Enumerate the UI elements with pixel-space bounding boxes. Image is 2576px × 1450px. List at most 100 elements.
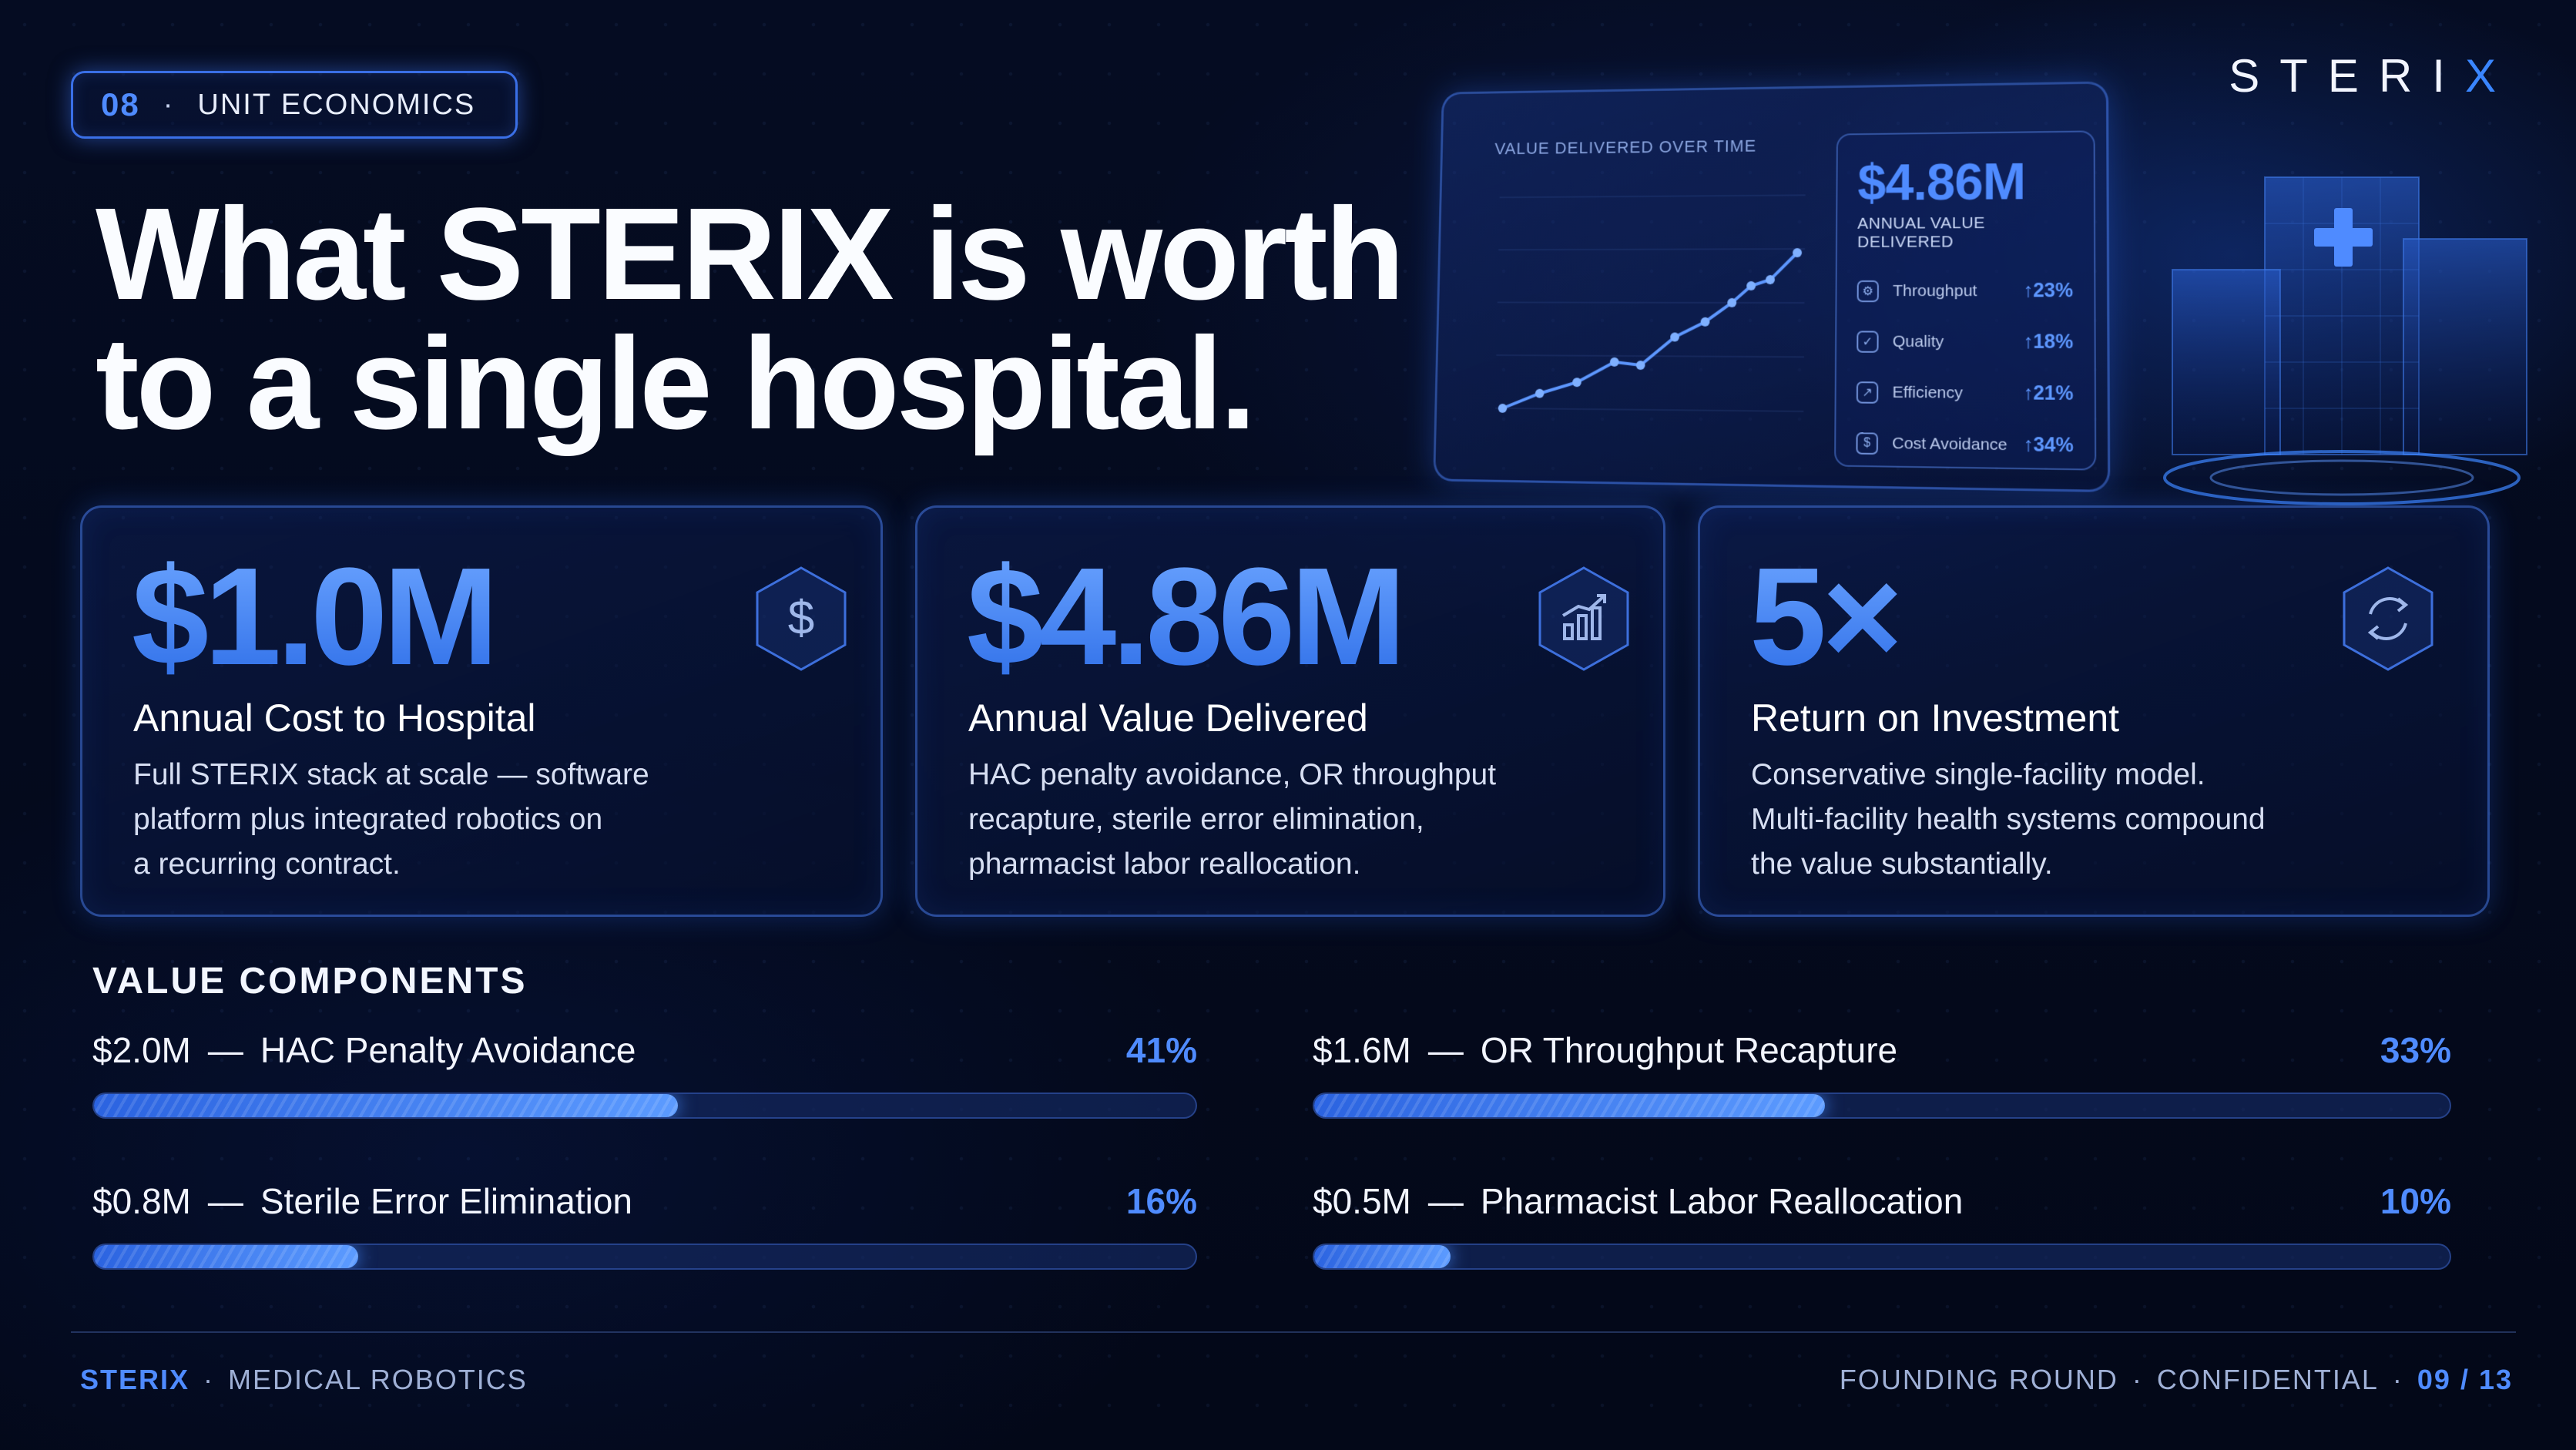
dollar-icon: $ bbox=[753, 565, 850, 673]
component-separator: — bbox=[208, 1030, 243, 1070]
kpi-row-name: Throughput bbox=[1893, 281, 2023, 300]
component-label: $0.5M — Pharmacist Labor Reallocation bbox=[1313, 1180, 2451, 1222]
footer-confidential: CONFIDENTIAL bbox=[2157, 1364, 2379, 1395]
card-title: Annual Value Delivered bbox=[968, 696, 1368, 740]
kpi-row-name: Efficiency bbox=[1892, 383, 2023, 403]
kpi-panel: $4.86M ANNUAL VALUE DELIVERED ⚙ Throughp… bbox=[1834, 130, 2096, 470]
refresh-cycle-icon bbox=[2340, 565, 2437, 673]
footer-tagline: MEDICAL ROBOTICS bbox=[228, 1364, 528, 1395]
component-separator: — bbox=[1428, 1030, 1464, 1070]
dashboard-illustration: VALUE DELIVERED OVER TIME $4.86M ANNUAL … bbox=[1433, 81, 2110, 492]
card-value: $4.86M bbox=[967, 548, 1401, 686]
component-amount: $0.8M bbox=[92, 1181, 191, 1221]
kpi-value: $4.86M bbox=[1857, 151, 2073, 212]
title-line-1: What STERIX is worth bbox=[96, 190, 1405, 319]
footer-separator: · bbox=[203, 1364, 214, 1395]
kpi-row-name: Cost Avoidance bbox=[1892, 434, 2023, 455]
component-amount: $0.5M bbox=[1313, 1181, 1411, 1221]
component-name: Pharmacist Labor Reallocation bbox=[1481, 1181, 1963, 1221]
card-description: Full STERIX stack at scale — software pl… bbox=[133, 753, 673, 887]
card-description-line: pharmacist labor reallocation. bbox=[968, 842, 1508, 887]
roi-card: 5× Return on Investment Conservative sin… bbox=[1698, 505, 2490, 917]
efficiency-icon: ↗ bbox=[1857, 381, 1878, 404]
kpi-row-change: ↑21% bbox=[2023, 382, 2073, 405]
shield-check-icon: ✓ bbox=[1857, 331, 1878, 352]
kpi-row: $ Cost Avoidance ↑34% bbox=[1856, 431, 2073, 457]
card-description-line: Multi-facility health systems compound bbox=[1751, 797, 2290, 842]
dashboard-title: VALUE DELIVERED OVER TIME bbox=[1494, 136, 1756, 159]
card-description: Conservative single-facility model. Mult… bbox=[1751, 753, 2290, 887]
card-description: HAC penalty avoidance, OR throughput rec… bbox=[968, 753, 1508, 887]
footer-separator: · bbox=[2393, 1364, 2403, 1395]
kpi-row-change: ↑34% bbox=[2023, 434, 2073, 458]
svg-text:$: $ bbox=[788, 592, 814, 645]
gear-icon: ⚙ bbox=[1857, 280, 1879, 301]
component-name: HAC Penalty Avoidance bbox=[260, 1030, 636, 1070]
progress-track bbox=[92, 1093, 1197, 1119]
value-component-item: $0.5M — Pharmacist Labor Reallocation 10% bbox=[1313, 1180, 2451, 1222]
trend-line-chart bbox=[1480, 165, 1813, 458]
component-amount: $2.0M bbox=[92, 1030, 191, 1070]
kpi-row-change: ↑18% bbox=[2023, 331, 2073, 354]
card-description-line: HAC penalty avoidance, OR throughput bbox=[968, 753, 1508, 797]
progress-fill bbox=[94, 1094, 678, 1117]
component-percent: 10% bbox=[2380, 1180, 2451, 1222]
card-title: Return on Investment bbox=[1751, 696, 2119, 740]
hospital-building-illustration bbox=[2126, 116, 2558, 547]
footer-right: FOUNDING ROUND · CONFIDENTIAL · 09 / 13 bbox=[1840, 1364, 2513, 1396]
component-label: $1.6M — OR Throughput Recapture bbox=[1313, 1029, 2451, 1071]
footer-round: FOUNDING ROUND bbox=[1840, 1364, 2118, 1395]
component-label: $0.8M — Sterile Error Elimination bbox=[92, 1180, 1197, 1222]
progress-track bbox=[92, 1244, 1197, 1270]
component-percent: 16% bbox=[1126, 1180, 1197, 1222]
cost-card: $1.0M $ Annual Cost to Hospital Full STE… bbox=[80, 505, 883, 917]
value-component-item: $2.0M — HAC Penalty Avoidance 41% bbox=[92, 1029, 1197, 1071]
value-component-item: $0.8M — Sterile Error Elimination 16% bbox=[92, 1180, 1197, 1222]
card-description-line: Conservative single-facility model. bbox=[1751, 753, 2290, 797]
brand-logo-text: STERI bbox=[2229, 50, 2465, 102]
kpi-row-change: ↑23% bbox=[2023, 280, 2073, 303]
badge-separator: · bbox=[163, 89, 175, 122]
brand-logo: STERIX bbox=[2229, 49, 2516, 102]
card-description-line: recapture, sterile error elimination, bbox=[968, 797, 1508, 842]
kpi-row: ✓ Quality ↑18% bbox=[1857, 330, 2073, 354]
component-percent: 41% bbox=[1126, 1029, 1197, 1071]
section-label: UNIT ECONOMICS bbox=[197, 89, 475, 122]
component-separator: — bbox=[1428, 1181, 1464, 1221]
footer-left: STERIX · MEDICAL ROBOTICS bbox=[80, 1364, 528, 1396]
card-description-line: Full STERIX stack at scale — software bbox=[133, 753, 673, 797]
kpi-row: ⚙ Throughput ↑23% bbox=[1857, 280, 2074, 303]
card-description-line: platform plus integrated robotics on bbox=[133, 797, 673, 842]
page-title: What STERIX is worth to a single hospita… bbox=[96, 190, 1405, 448]
section-number: 08 bbox=[101, 86, 140, 123]
kpi-label: ANNUAL VALUE DELIVERED bbox=[1857, 213, 2073, 252]
page-number: 09 / 13 bbox=[2417, 1364, 2513, 1395]
card-value: $1.0M bbox=[132, 548, 494, 686]
component-percent: 33% bbox=[2380, 1029, 2451, 1071]
component-name: Sterile Error Elimination bbox=[260, 1181, 632, 1221]
component-label: $2.0M — HAC Penalty Avoidance bbox=[92, 1029, 1197, 1071]
progress-track bbox=[1313, 1244, 2451, 1270]
brand-logo-accent: X bbox=[2465, 50, 2516, 102]
progress-fill bbox=[1314, 1094, 1825, 1117]
component-separator: — bbox=[208, 1181, 243, 1221]
piggy-bank-icon: $ bbox=[1856, 432, 1878, 455]
footer-separator: · bbox=[2132, 1364, 2143, 1395]
progress-fill bbox=[1314, 1245, 1451, 1268]
trend-line bbox=[1503, 253, 1798, 411]
progress-track bbox=[1313, 1093, 2451, 1119]
title-line-2: to a single hospital. bbox=[96, 319, 1405, 448]
footer-brand: STERIX bbox=[80, 1364, 190, 1395]
card-description-line: the value substantially. bbox=[1751, 842, 2290, 887]
bar-chart-growth-icon bbox=[1535, 565, 1632, 673]
footer-divider bbox=[71, 1331, 2516, 1333]
value-card: $4.86M Annual Value Delivered HAC penalt… bbox=[915, 505, 1665, 917]
component-amount: $1.6M bbox=[1313, 1030, 1411, 1070]
card-description-line: a recurring contract. bbox=[133, 842, 673, 887]
value-component-item: $1.6M — OR Throughput Recapture 33% bbox=[1313, 1029, 2451, 1071]
card-title: Annual Cost to Hospital bbox=[133, 696, 536, 740]
section-badge: 08 · UNIT ECONOMICS bbox=[71, 71, 518, 139]
kpi-row-name: Quality bbox=[1893, 332, 2024, 351]
kpi-row: ↗ Efficiency ↑21% bbox=[1857, 381, 2074, 405]
value-components-heading: VALUE COMPONENTS bbox=[92, 960, 527, 1002]
